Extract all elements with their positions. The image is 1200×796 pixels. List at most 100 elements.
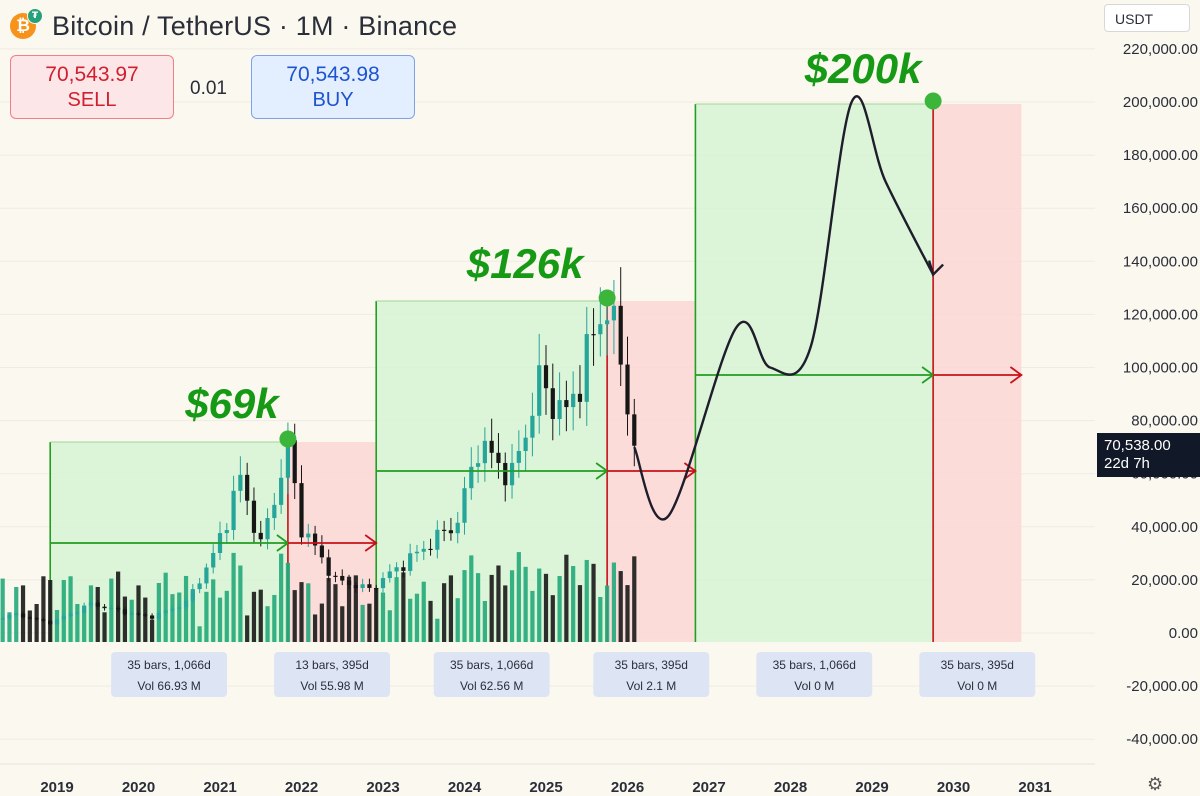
volume-bar	[414, 593, 420, 642]
volume-bar	[306, 583, 311, 642]
candle	[577, 393, 583, 402]
candle	[156, 613, 161, 619]
volume-bar	[68, 576, 73, 642]
volume-bar	[550, 595, 555, 642]
candle	[279, 477, 284, 505]
candle	[0, 618, 5, 620]
volume-bar	[272, 594, 277, 642]
candle	[618, 305, 623, 365]
volume-bar	[394, 577, 399, 642]
volume-bar	[611, 562, 617, 642]
last-price: 70,538.00	[1104, 437, 1171, 454]
volume-bar	[197, 626, 202, 642]
candle	[611, 305, 617, 321]
candlesticks	[0, 267, 637, 626]
volume-bar	[319, 603, 324, 642]
candle	[306, 533, 311, 538]
candle	[394, 567, 399, 572]
range-info-bars: 35 bars, 395d	[615, 658, 688, 672]
volume-bar	[340, 606, 345, 642]
price-tick-label: 100,000.00	[1123, 360, 1198, 377]
range-info-card-6	[919, 652, 1036, 697]
candle	[414, 551, 420, 554]
candle	[48, 620, 53, 625]
candle	[360, 584, 365, 589]
currency-selector[interactable]: USDT	[1104, 4, 1190, 32]
candle	[509, 462, 515, 486]
buy-button[interactable]: 70,543.98 BUY	[251, 55, 415, 119]
volume-bar	[591, 563, 596, 642]
volume-bar	[448, 575, 454, 642]
candle	[41, 619, 46, 621]
candle	[190, 589, 195, 601]
volume-bar	[374, 588, 379, 642]
cycle-arrow-down-3-head	[1009, 366, 1023, 384]
candle	[353, 585, 358, 589]
volume-bar	[605, 585, 610, 642]
spread-value: 0.01	[190, 78, 227, 99]
candle	[333, 575, 338, 577]
time-tick-label: 2030	[937, 779, 970, 796]
candle	[543, 365, 549, 389]
candle	[346, 580, 352, 586]
range-info-card-2	[274, 652, 391, 697]
projection-arrowhead	[927, 260, 944, 277]
peak-label: $126k	[466, 240, 586, 287]
volume-bar	[149, 619, 155, 642]
candle	[285, 440, 291, 478]
volume-bar	[88, 585, 94, 642]
volume-bar	[231, 552, 236, 642]
candle	[183, 600, 189, 608]
bar-countdown: 22d 7h	[1104, 455, 1150, 472]
time-axis[interactable]: 2019 2020 2021 2022 2023 2024 2025 2026 2027 2028…	[0, 763, 1095, 796]
candle	[435, 529, 440, 550]
volume-bar	[462, 570, 467, 642]
volume-bar	[428, 600, 433, 642]
candle	[245, 474, 250, 501]
volume-bar	[75, 604, 80, 642]
gear-icon[interactable]: ⚙	[1147, 774, 1164, 794]
volume-bar	[496, 565, 501, 642]
volume-bar	[577, 585, 583, 642]
volume-bar	[475, 573, 481, 642]
buy-price: 70,543.98	[286, 63, 380, 86]
volume-bar	[265, 606, 270, 642]
volume-bar	[82, 610, 87, 642]
candle	[571, 393, 576, 408]
volume-bar	[312, 614, 318, 642]
time-tick-label: 2025	[529, 779, 562, 796]
price-tick-label: 120,000.00	[1123, 306, 1198, 323]
candle	[421, 548, 426, 552]
time-tick-label: 2029	[855, 779, 888, 796]
range-info-vol: Vol 0 M	[957, 679, 997, 693]
candle	[224, 530, 229, 534]
cycle-markers: $69k $126k $200k	[50, 45, 1023, 552]
sell-button[interactable]: 70,543.97 SELL	[10, 55, 174, 119]
range-info-vol: Vol 0 M	[794, 679, 834, 693]
candle	[109, 607, 114, 609]
time-tick-label: 2028	[774, 779, 807, 796]
time-tick-label: 2026	[611, 779, 644, 796]
candle	[591, 334, 596, 336]
candle	[136, 613, 141, 615]
volume-bar	[251, 591, 257, 642]
volume-bar	[353, 575, 358, 642]
time-tick-label: 2021	[203, 779, 236, 796]
price-axis[interactable]: 220,000.00 200,000.00 180,000.00 160,000.00…	[1123, 41, 1198, 748]
volume-bar	[598, 596, 603, 642]
volume-bar	[401, 572, 406, 642]
last-price-label: 70,538.00 22d 7h	[1097, 433, 1200, 477]
candle	[211, 552, 216, 568]
price-tick-label: -40,000.00	[1126, 731, 1198, 748]
volume-bar	[61, 580, 66, 642]
time-tick-label: 2020	[122, 779, 155, 796]
candle	[537, 365, 542, 416]
volume-bar	[503, 585, 508, 642]
candle	[448, 530, 454, 534]
volume-bar	[143, 597, 148, 642]
candle	[367, 584, 372, 588]
peak-dot	[279, 430, 297, 448]
time-tick-label: 2031	[1018, 779, 1051, 796]
candle	[401, 567, 406, 571]
